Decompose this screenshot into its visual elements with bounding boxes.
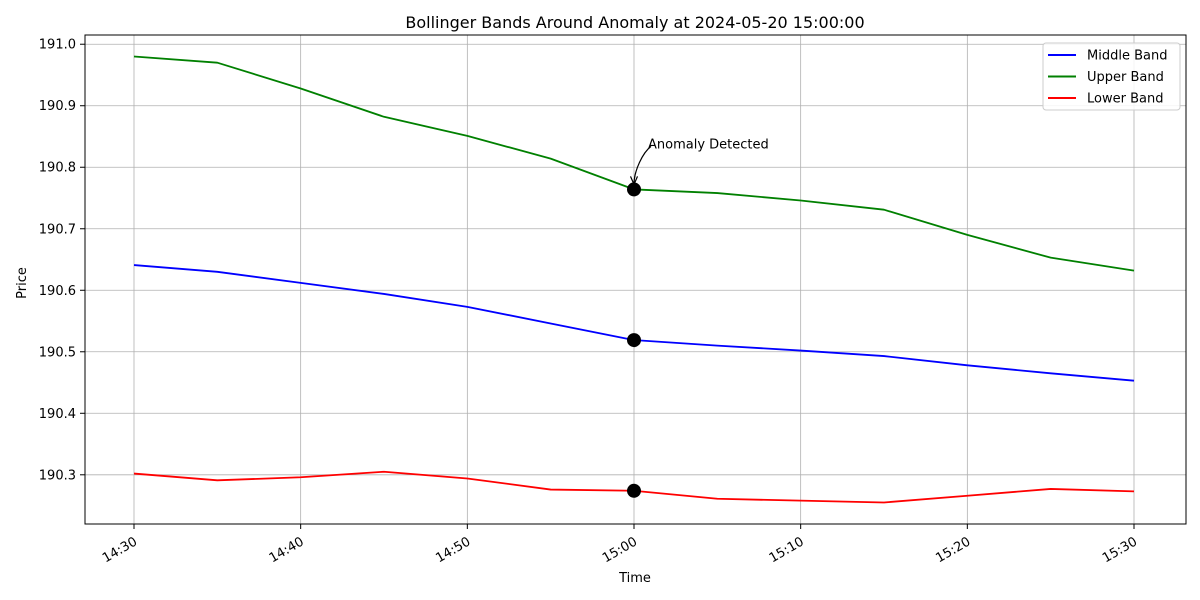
anomaly-marker <box>627 333 641 348</box>
x-tick-label: 14:30 <box>100 534 140 566</box>
anomaly-markers <box>627 182 641 498</box>
y-tick-label: 190.9 <box>39 99 76 114</box>
x-tick-label: 15:20 <box>933 534 973 566</box>
y-tick-label: 190.7 <box>39 222 76 237</box>
chart-title: Bollinger Bands Around Anomaly at 2024-0… <box>405 13 864 32</box>
x-axis-ticks: 14:30 14:40 14:50 15:00 15:10 15:20 15:30 <box>100 524 1140 566</box>
grid-lines <box>85 35 1186 524</box>
x-tick-label: 15:30 <box>1100 534 1140 566</box>
x-tick-label: 15:10 <box>767 534 807 566</box>
y-tick-label: 191.0 <box>39 38 76 53</box>
annotation-label: Anomaly Detected <box>648 137 769 152</box>
y-tick-label: 190.6 <box>39 284 76 299</box>
legend-label-upper-band: Upper Band <box>1087 70 1164 85</box>
y-tick-label: 190.3 <box>39 468 76 483</box>
plot-frame <box>84 34 1187 525</box>
y-axis-ticks: 190.3 190.4 190.5 190.6 190.7 190.8 190.9 191.0 <box>39 38 85 483</box>
anomaly-marker <box>627 182 641 197</box>
y-tick-label: 190.8 <box>39 161 76 176</box>
legend-box <box>1042 42 1181 111</box>
y-tick-label: 190.4 <box>39 407 76 422</box>
legend-label-middle-band: Middle Band <box>1087 49 1167 64</box>
x-tick-label: 14:40 <box>267 534 307 566</box>
anomaly-annotation: Anomaly Detected <box>629 137 769 186</box>
legend: Middle Band Upper Band Lower Band <box>1042 42 1181 111</box>
y-tick-label: 190.5 <box>39 345 76 360</box>
y-axis-title: Price <box>15 267 30 299</box>
anomaly-marker <box>627 483 641 498</box>
annotation-arrowhead <box>629 176 639 186</box>
annotation-arrow <box>633 145 652 185</box>
x-tick-label: 14:50 <box>433 534 473 566</box>
legend-label-lower-band: Lower Band <box>1087 92 1163 107</box>
x-axis-title: Time <box>618 571 651 586</box>
x-tick-label: 15:00 <box>600 534 640 566</box>
